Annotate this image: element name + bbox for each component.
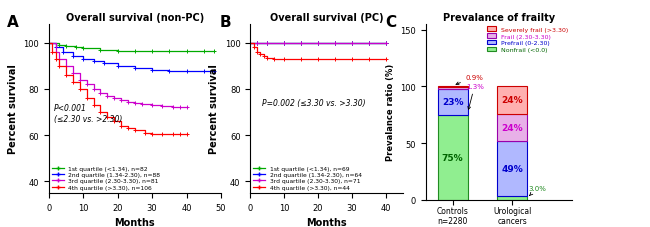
Text: 0.9%: 0.9% bbox=[456, 74, 484, 85]
Bar bbox=[497, 114, 527, 141]
Bar bbox=[497, 87, 527, 114]
Title: Overall survival (PC): Overall survival (PC) bbox=[270, 13, 384, 23]
Text: B: B bbox=[220, 15, 231, 30]
Legend: Severely frail (>3.30), Frail (2.30-3.30), Prefrail (0-2.30), Nonfrail (<0.0): Severely frail (>3.30), Frail (2.30-3.30… bbox=[484, 25, 571, 56]
Y-axis label: Percent survival: Percent survival bbox=[209, 64, 219, 154]
Text: 24%: 24% bbox=[502, 96, 523, 105]
Text: 75%: 75% bbox=[442, 153, 463, 162]
Text: 1.3%: 1.3% bbox=[466, 83, 484, 110]
Text: 24%: 24% bbox=[502, 123, 523, 132]
Text: A: A bbox=[7, 15, 19, 30]
Bar bbox=[497, 196, 527, 200]
Text: C: C bbox=[385, 15, 396, 30]
X-axis label: Months: Months bbox=[114, 217, 155, 227]
Bar bbox=[437, 87, 467, 88]
Bar bbox=[497, 141, 527, 196]
Title: Prevalance of frailty: Prevalance of frailty bbox=[443, 13, 555, 23]
X-axis label: Months: Months bbox=[306, 217, 347, 227]
Legend: 1st quartile (<1.34), n=69, 2nd quartile (1.34-2.30), n=64, 3rd quartile (2.30-3: 1st quartile (<1.34), n=69, 2nd quartile… bbox=[254, 166, 362, 190]
Text: P<0.001
(≤2.30 vs. >2.30): P<0.001 (≤2.30 vs. >2.30) bbox=[54, 104, 122, 123]
Y-axis label: Prevalance ratio (%): Prevalance ratio (%) bbox=[385, 64, 395, 161]
Title: Overall survival (non-PC): Overall survival (non-PC) bbox=[66, 13, 204, 23]
Bar bbox=[437, 88, 467, 89]
Text: 23%: 23% bbox=[442, 98, 463, 107]
Text: P=0.002 (≤3.30 vs. >3.30): P=0.002 (≤3.30 vs. >3.30) bbox=[263, 99, 366, 108]
Y-axis label: Percent survival: Percent survival bbox=[8, 64, 18, 154]
Text: 3.0%: 3.0% bbox=[528, 185, 546, 196]
Legend: 1st quartile (<1.34), n=82, 2nd quartile (1.34-2.30), n=88, 3rd quartile (2.30-3: 1st quartile (<1.34), n=82, 2nd quartile… bbox=[52, 166, 161, 190]
Bar bbox=[437, 89, 467, 115]
Text: 49%: 49% bbox=[501, 164, 523, 173]
Bar bbox=[437, 115, 467, 200]
